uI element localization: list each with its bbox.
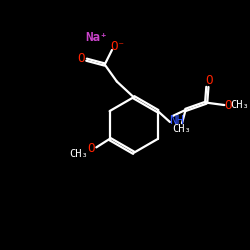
Text: CH₃: CH₃ (231, 100, 250, 110)
Text: O: O (87, 142, 95, 155)
Text: O: O (224, 98, 232, 112)
Text: CH₃: CH₃ (172, 124, 191, 134)
Text: O⁻: O⁻ (110, 40, 125, 53)
Text: NH: NH (169, 114, 184, 126)
Text: Na⁺: Na⁺ (85, 31, 108, 44)
Text: O: O (205, 74, 212, 87)
Text: O: O (77, 52, 84, 65)
Text: CH₃: CH₃ (69, 149, 87, 159)
